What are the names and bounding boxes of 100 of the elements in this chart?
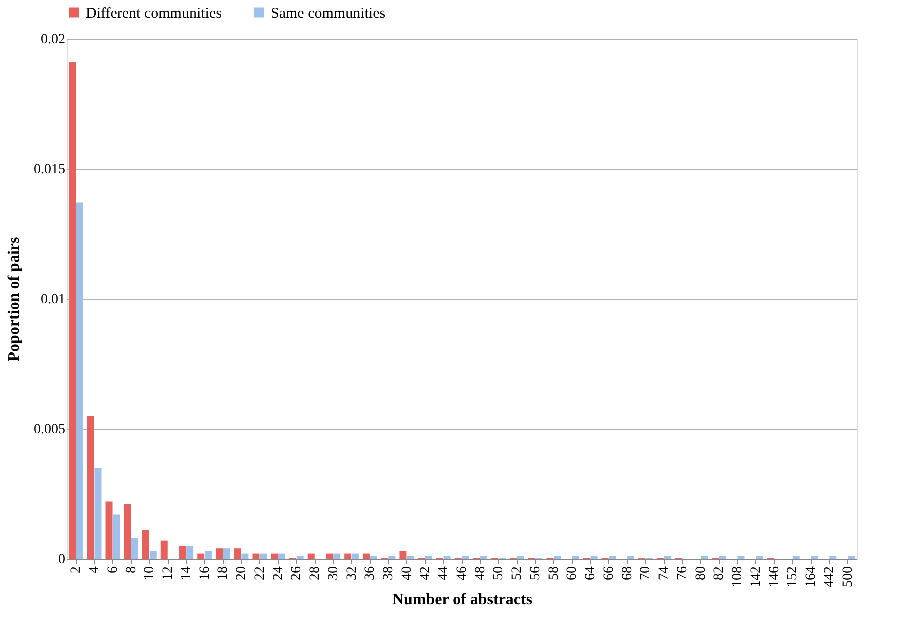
bar <box>811 556 818 559</box>
legend-label: Same communities <box>271 6 386 22</box>
bar <box>425 556 432 559</box>
x-tick-label: 56 <box>528 566 544 580</box>
bar <box>792 556 800 559</box>
bar <box>388 556 396 559</box>
x-tick-label: 2 <box>69 566 84 574</box>
x-tick-label: 142 <box>748 566 764 588</box>
bar <box>87 416 94 559</box>
bar <box>198 554 205 559</box>
x-tick-label: 164 <box>804 566 820 588</box>
bar <box>628 556 635 559</box>
x-tick-label: 24 <box>271 566 286 580</box>
bar <box>106 502 113 559</box>
bar <box>160 540 168 559</box>
x-tick-label: 32 <box>344 566 360 580</box>
bar <box>308 554 315 559</box>
x-tick-label: 44 <box>436 566 452 580</box>
x-tick-label: 6 <box>106 566 121 574</box>
x-tick-label: 58 <box>546 566 562 580</box>
bar <box>94 468 102 559</box>
bar <box>609 556 616 559</box>
bar <box>444 556 451 559</box>
x-tick-label: 16 <box>198 566 213 580</box>
bar <box>223 548 230 559</box>
bar <box>69 62 76 559</box>
bar <box>334 554 341 559</box>
x-tick-label: 108 <box>730 566 746 588</box>
bar <box>124 504 132 559</box>
x-tick-label: 68 <box>620 566 636 580</box>
x-tick-label: 80 <box>694 566 709 580</box>
bar <box>260 554 268 559</box>
bar <box>326 554 334 559</box>
x-tick-label: 40 <box>400 566 415 580</box>
y-tick-label: 0.015 <box>34 162 66 178</box>
x-tick-label: 442 <box>822 566 838 588</box>
x-tick-label: 76 <box>675 566 690 580</box>
x-tick-label: 30 <box>326 566 342 580</box>
bar <box>179 546 186 559</box>
bar <box>738 556 745 559</box>
bar <box>590 556 598 559</box>
x-tick-label: 48 <box>473 566 488 580</box>
legend-label: Different communities <box>86 6 222 22</box>
x-tick-label: 28 <box>308 566 324 580</box>
y-axis-title: Poportion of pairs <box>6 237 23 362</box>
x-tick-label: 8 <box>124 566 140 574</box>
x-tick-label: 36 <box>363 566 378 580</box>
bar <box>296 556 304 559</box>
bar <box>186 546 194 559</box>
x-tick-label: 22 <box>252 566 268 580</box>
bar <box>719 556 726 559</box>
x-tick-label: 20 <box>234 566 250 580</box>
bar <box>344 554 352 559</box>
bar <box>242 554 249 559</box>
bar <box>271 554 278 559</box>
bar <box>848 556 855 559</box>
x-tick-label: 42 <box>418 566 434 580</box>
bar <box>517 556 524 559</box>
x-tick-label: 82 <box>712 566 728 580</box>
y-tick-label: 0 <box>58 552 66 568</box>
bar <box>480 556 488 559</box>
x-tick-label: 26 <box>290 566 305 580</box>
bar <box>131 538 138 559</box>
bar <box>701 556 708 559</box>
bar <box>370 556 378 559</box>
x-tick-label: 50 <box>492 566 507 580</box>
x-tick-label: 146 <box>767 566 782 588</box>
bar <box>278 554 286 559</box>
x-tick-label: 18 <box>216 566 232 580</box>
x-tick-label: 66 <box>602 566 617 580</box>
bar <box>830 556 837 559</box>
x-tick-label: 152 <box>786 566 801 588</box>
bar <box>150 551 157 559</box>
bar <box>407 556 414 559</box>
bar <box>204 551 212 559</box>
bar <box>352 554 359 559</box>
bar <box>400 551 407 559</box>
bar <box>362 554 370 559</box>
bar <box>76 202 84 559</box>
bar <box>756 556 764 559</box>
x-tick-label: 74 <box>657 566 672 580</box>
x-tick-label: 64 <box>584 566 599 580</box>
x-tick-label: 60 <box>565 566 580 580</box>
bar <box>142 530 150 559</box>
x-tick-label: 14 <box>179 566 194 580</box>
bar <box>664 556 672 559</box>
bar <box>234 548 242 559</box>
x-axis-title: Number of abstracts <box>392 592 533 608</box>
bar <box>113 514 120 559</box>
x-tick-label: 500 <box>840 566 856 588</box>
bar <box>252 554 260 559</box>
x-tick-label: 10 <box>142 566 158 580</box>
bar <box>554 556 562 559</box>
x-tick-label: 4 <box>88 566 103 574</box>
y-tick-label: 0.02 <box>41 32 66 48</box>
bar <box>216 548 223 559</box>
bar <box>462 556 470 559</box>
x-tick-label: 38 <box>382 566 397 580</box>
x-tick-label: 70 <box>638 566 654 580</box>
x-tick-label: 46 <box>455 566 470 580</box>
